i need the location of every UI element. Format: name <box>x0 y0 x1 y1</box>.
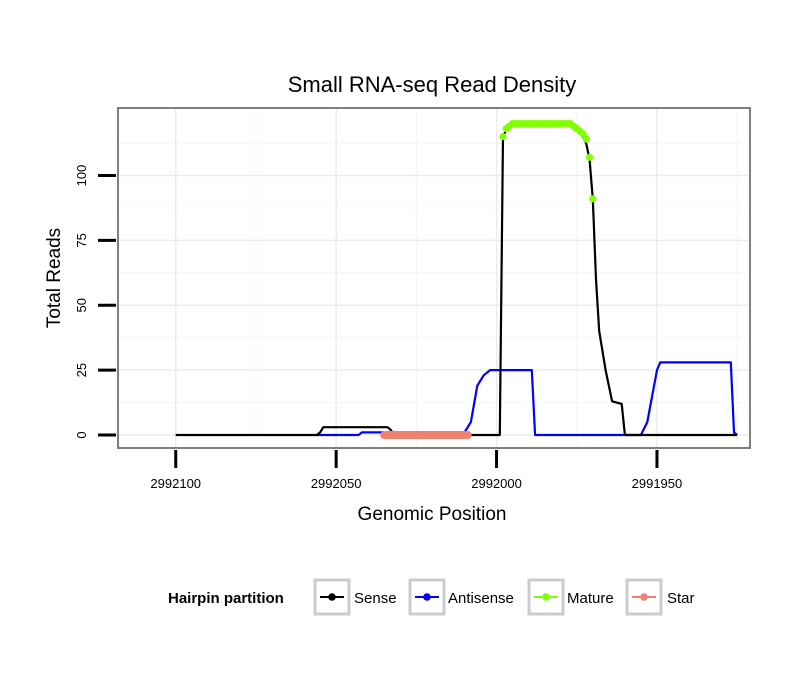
y-tick-label: 75 <box>74 233 89 247</box>
mature-point <box>585 153 594 161</box>
legend: Hairpin partition Sense Antisense Mature St… <box>168 578 695 616</box>
y-tick-label: 50 <box>74 298 89 312</box>
legend-label: Mature <box>567 590 614 607</box>
legend-key-dot <box>640 593 648 601</box>
y-tick-label: 100 <box>74 165 89 187</box>
mature-point <box>589 195 597 203</box>
legend-item-sense: Sense <box>313 578 397 616</box>
chart-title: Small RNA-seq Read Density <box>288 72 577 97</box>
antisense-series-line <box>316 361 738 437</box>
x-tick-label: 2992050 <box>311 476 362 491</box>
x-axis-title: Genomic Position <box>358 504 507 525</box>
legend-key-dot <box>542 593 550 601</box>
x-axis: 2992100 2992050 2992000 2991950 <box>150 450 682 491</box>
y-axis-title: Total Reads <box>44 228 65 328</box>
x-tick-label: 2992000 <box>471 476 522 491</box>
legend-item-antisense: Antisense <box>408 578 514 616</box>
legend-label: Sense <box>354 590 397 607</box>
legend-key-dot <box>328 593 336 601</box>
series-layer <box>175 119 738 440</box>
mature-point <box>579 130 587 138</box>
mature-point <box>499 132 507 141</box>
x-tick-label: 2992100 <box>150 476 201 491</box>
legend-label: Star <box>667 590 695 607</box>
y-axis: 0 25 50 75 100 <box>74 165 116 439</box>
legend-label: Antisense <box>448 590 514 607</box>
legend-title: Hairpin partition <box>168 590 284 607</box>
plot-panel <box>118 108 750 448</box>
mature-point <box>582 135 590 143</box>
legend-item-star: Star <box>625 578 695 616</box>
legend-key-dot <box>423 593 431 601</box>
x-tick-label: 2991950 <box>632 476 683 491</box>
y-tick-label: 0 <box>74 431 89 438</box>
plot-border <box>117 107 751 449</box>
legend-item-mature: Mature <box>527 578 614 616</box>
y-tick-label: 25 <box>74 363 89 377</box>
